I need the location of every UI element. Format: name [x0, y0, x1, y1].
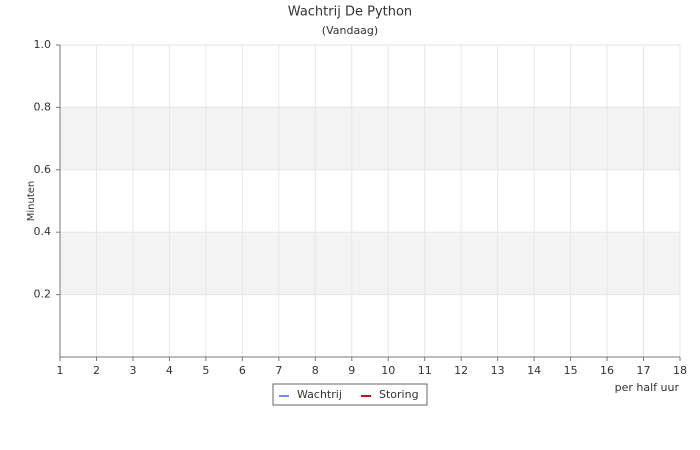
x-tick-label: 17: [637, 364, 651, 377]
x-tick-label: 12: [454, 364, 468, 377]
y-tick-label: 0.8: [34, 100, 52, 113]
chart-title: Wachtrij De Python: [288, 5, 412, 20]
x-tick-label: 3: [129, 364, 136, 377]
x-tick-label: 8: [312, 364, 319, 377]
x-tick-label: 13: [491, 364, 505, 377]
y-axis-label: Minuten: [26, 181, 37, 222]
x-tick-label: 14: [527, 364, 541, 377]
y-tick-label: 1.0: [34, 38, 52, 51]
y-tick-label: 0.2: [34, 288, 52, 301]
plot-band: [60, 107, 680, 170]
x-tick-label: 6: [239, 364, 246, 377]
x-tick-label: 4: [166, 364, 173, 377]
x-axis-label: per half uur: [615, 381, 680, 394]
x-tick-label: 10: [381, 364, 395, 377]
plot-band: [60, 232, 680, 295]
x-tick-label: 16: [600, 364, 614, 377]
chart-subtitle: (Vandaag): [322, 24, 378, 37]
x-tick-label: 1: [57, 364, 64, 377]
y-tick-label: 0.6: [34, 163, 52, 176]
x-tick-label: 5: [202, 364, 209, 377]
y-tick-label: 0.4: [34, 225, 52, 238]
x-tick-label: 7: [275, 364, 282, 377]
legend-label: Wachtrij: [297, 388, 342, 401]
x-tick-label: 11: [418, 364, 432, 377]
legend-box: [272, 383, 428, 406]
x-tick-label: 2: [93, 364, 100, 377]
x-tick-label: 15: [564, 364, 578, 377]
x-tick-label: 9: [348, 364, 355, 377]
x-tick-label: 18: [673, 364, 687, 377]
legend-label: Storing: [379, 388, 419, 401]
